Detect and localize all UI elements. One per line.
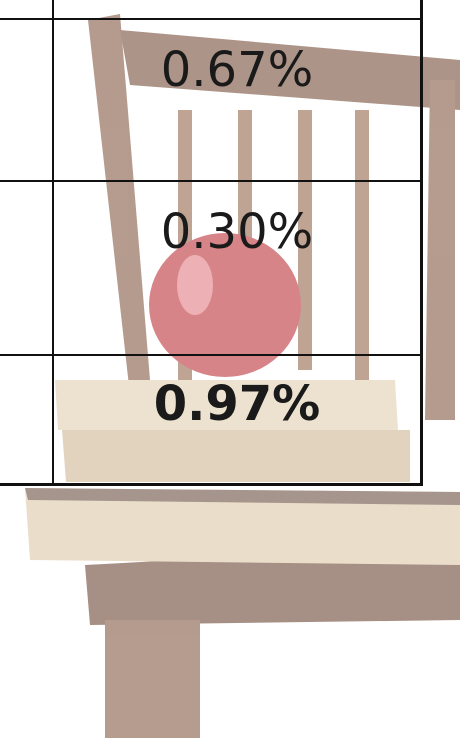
cell-value: 0.67% [54, 20, 420, 98]
slide: 0.67% 0.30% 0.97% [0, 0, 460, 738]
cell-total: 0.97% [54, 356, 420, 432]
table: 0.67% 0.30% 0.97% [0, 0, 423, 486]
cell-value: 0.30% [54, 182, 420, 260]
